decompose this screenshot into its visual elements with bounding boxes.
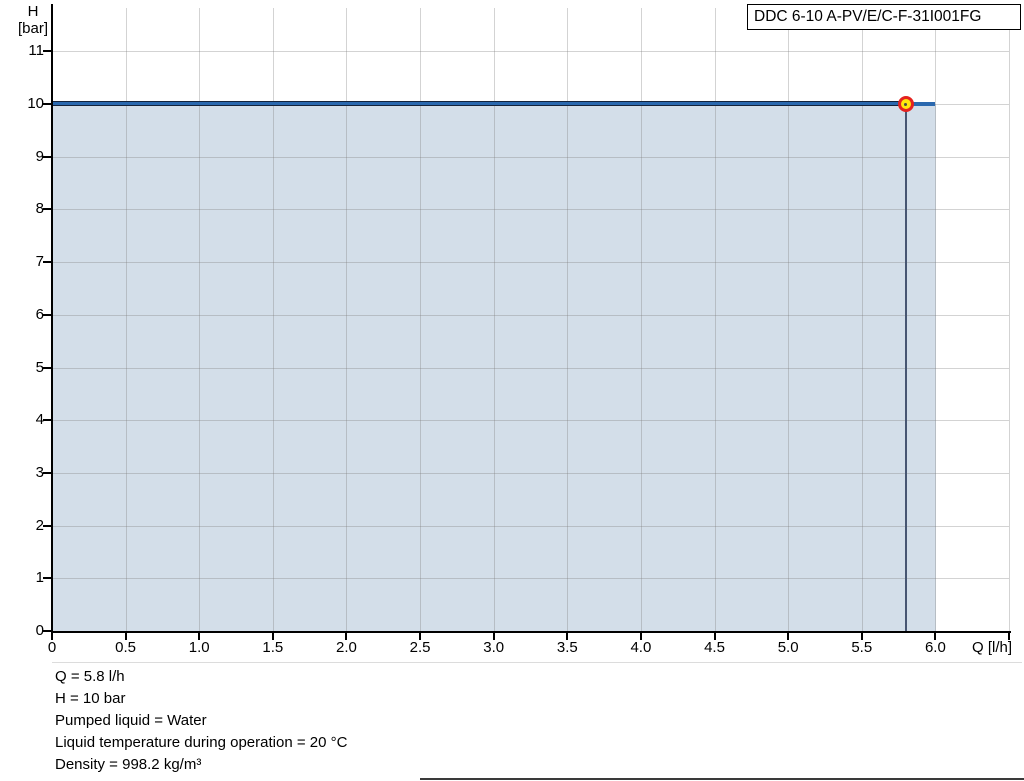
y-axis-title-symbol: H [27,3,39,20]
gridline-h [52,526,1009,527]
y-tick-label: 6 [35,305,44,323]
y-tick-label: 10 [27,95,44,112]
y-tick [43,471,52,474]
x-tick [860,633,863,640]
gridline-v [641,8,642,631]
y-tick [43,50,52,53]
gridline-h [52,262,1009,263]
x-axis-title: Q [l/h] [971,639,1012,656]
y-tick-label: 2 [35,516,44,534]
duty-point-line [904,104,907,631]
pump-model-title-box: DDC 6-10 A-PV/E/C-F-31I001FG [747,4,1021,30]
gridline-v [715,8,716,631]
gridline-v [346,8,347,631]
x-tick [492,633,495,640]
gridline-v [935,8,936,631]
info-separator-line [52,662,1022,663]
gridline-h [52,315,1009,316]
y-axis-title-unit: [bar] [17,20,48,37]
pump-curve-chart: 0 0.5 1.0 1.5 2.0 2.5 3.0 3.5 4.0 4.5 5.0 5.5 6.0 0 1 2… [27,4,1011,656]
curve-area-fill [53,104,937,631]
y-tick-label: 0 [35,622,44,639]
gridline-v [567,8,568,631]
x-tick-label: 1.0 [188,639,210,656]
gridline-v [273,8,274,631]
y-axis-line [51,4,53,632]
x-tick-label: 6.0 [924,639,946,656]
info-pumped-liquid: Pumped liquid = Water [55,712,207,729]
x-tick-label: 3.5 [556,639,578,656]
x-tick-label: 5.0 [777,639,799,656]
duty-point-marker[interactable] [897,96,914,112]
x-tick-label: 4.0 [630,639,652,656]
y-tick [43,155,52,158]
x-tick-label: 0.5 [115,639,137,656]
y-tick [43,419,52,422]
y-tick-label: 11 [28,42,44,60]
y-tick [43,630,52,632]
y-tick [43,208,52,211]
gridline-h [52,578,1009,579]
pump-curve [52,101,906,106]
x-tick-label: 5.5 [851,639,873,656]
y-tick-label: 5 [35,358,44,376]
x-tick-label: 4.5 [704,639,725,656]
info-head: H = 10 bar [55,690,126,707]
info-density: Density = 998.2 kg/m³ [55,756,202,773]
y-tick-label: 4 [35,411,44,429]
y-tick [43,577,52,580]
x-tick [713,633,716,640]
y-tick [43,261,52,264]
pump-model-label: DDC 6-10 A-PV/E/C-F-31I001FG [754,8,982,25]
x-tick [124,633,127,640]
y-tick-label: 9 [35,147,44,165]
x-tick [345,633,348,640]
info-flow: Q = 5.8 l/h [55,668,125,685]
x-tick [51,633,53,640]
x-tick [787,633,790,640]
gridline-v [1009,8,1010,631]
y-tick [43,524,52,527]
x-tick-label: 2.0 [336,639,357,656]
x-axis-line [51,631,1011,633]
gridline-v [126,8,127,631]
gridline-v [420,8,421,631]
x-tick [639,633,642,640]
y-axis-title: H [bar] [10,3,56,37]
gridline-v [199,8,200,631]
y-tick-label: 7 [35,253,44,271]
duty-point-center-dot [904,102,908,106]
y-tick [43,366,52,369]
gridline-h [52,368,1009,369]
gridline-v [862,8,863,631]
info-liquid-temperature: Liquid temperature during operation = 20… [55,734,348,751]
gridline-h [52,209,1009,210]
gridline-v [494,8,495,631]
y-tick [43,313,52,316]
x-tick [419,633,422,640]
x-tick-label: 2.5 [409,639,431,656]
y-tick-label: 1 [35,569,44,587]
pump-curve-extension [905,101,936,106]
x-tick [934,633,937,640]
gridline-h [52,420,1009,421]
y-tick-label: 8 [35,200,44,218]
x-tick-label: 1.5 [262,639,284,656]
x-tick-end [1007,633,1010,640]
bottom-rule [420,778,1024,780]
x-tick [566,633,569,640]
x-tick [198,633,201,640]
y-tick-label: 3 [35,463,44,481]
x-tick-label: 0 [47,639,57,656]
gridline-h [52,157,1009,158]
operating-info-block: Q = 5.8 l/h H = 10 bar Pumped liquid = W… [55,666,347,776]
x-tick [271,633,274,640]
gridline-v [788,8,789,631]
x-tick-label: 3.0 [483,639,505,656]
gridline-h [52,473,1009,474]
gridline-h [52,51,1009,52]
y-tick [43,103,52,105]
